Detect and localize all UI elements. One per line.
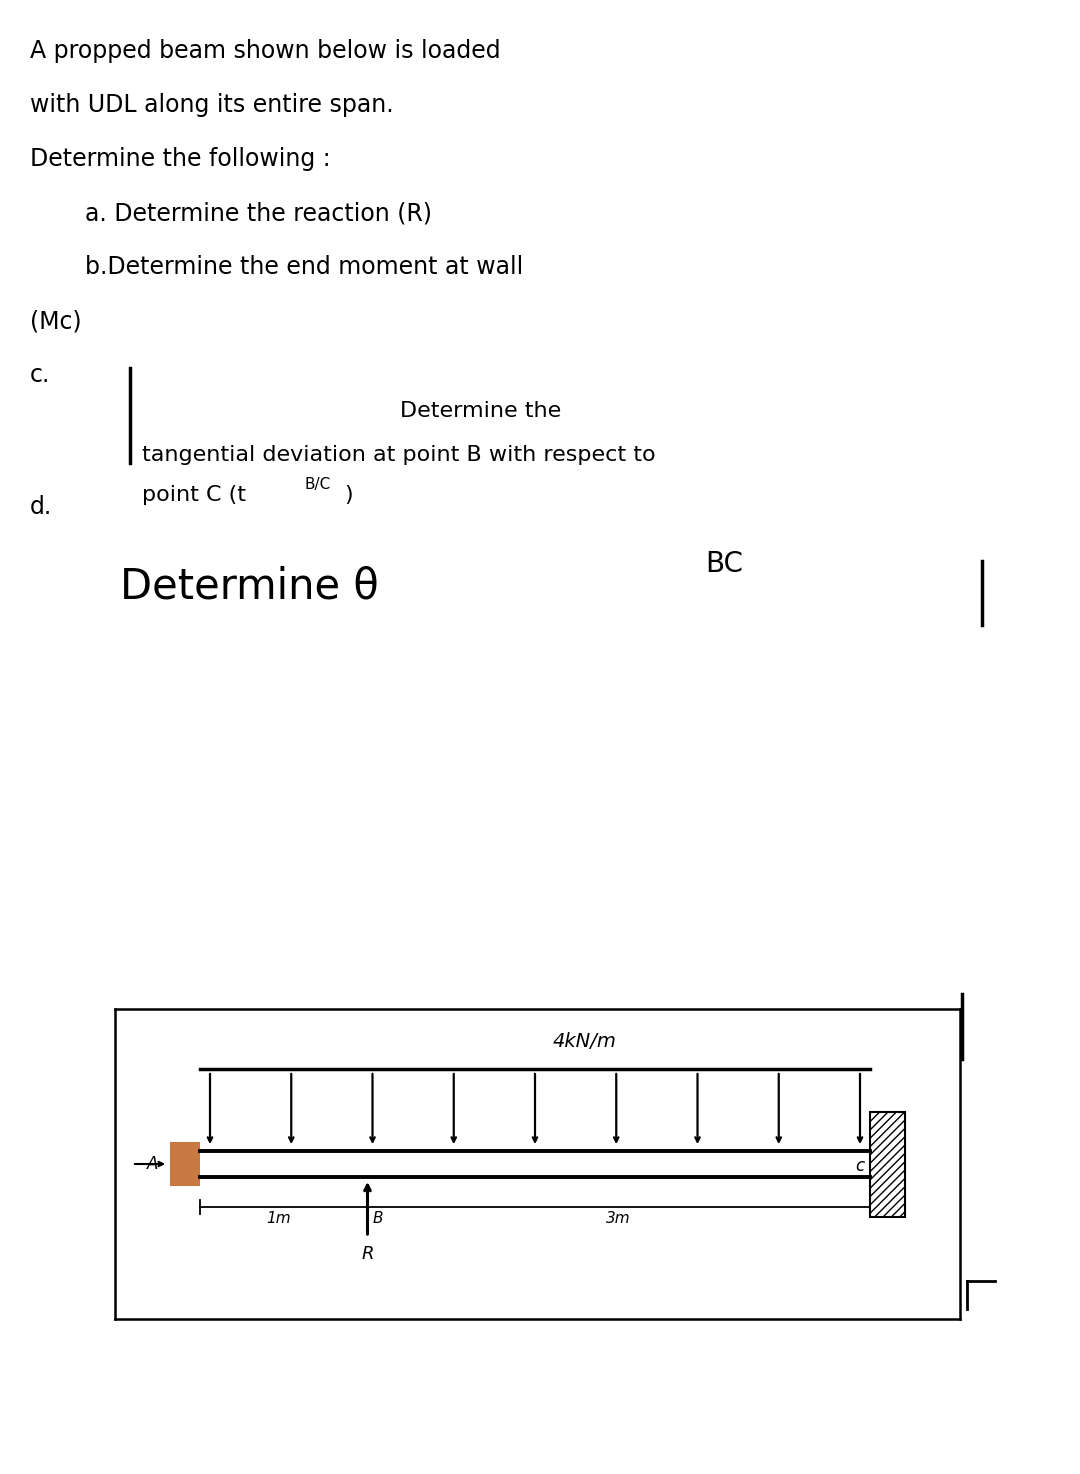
Text: with UDL along its entire span.: with UDL along its entire span.: [30, 93, 393, 116]
Text: d.: d.: [30, 495, 52, 519]
Text: point C (t: point C (t: [141, 485, 246, 506]
Text: Determine the following :: Determine the following :: [30, 147, 330, 171]
Text: Determine the: Determine the: [400, 401, 562, 422]
Text: A propped beam shown below is loaded: A propped beam shown below is loaded: [30, 38, 501, 63]
Text: a. Determine the reaction (R): a. Determine the reaction (R): [85, 200, 432, 226]
Text: 4kN/m: 4kN/m: [553, 1032, 617, 1051]
Text: 3m: 3m: [607, 1212, 631, 1226]
Text: 1m: 1m: [267, 1212, 292, 1226]
Text: Determine θ: Determine θ: [120, 566, 379, 607]
Text: ): ): [345, 485, 353, 506]
Text: c: c: [855, 1157, 864, 1175]
Text: A: A: [147, 1156, 158, 1173]
Text: c.: c.: [30, 363, 51, 388]
Text: BC: BC: [705, 550, 743, 578]
Text: R: R: [361, 1246, 374, 1263]
Text: B/C: B/C: [303, 478, 330, 492]
Bar: [170, 1142, 200, 1187]
Text: (Mc): (Mc): [30, 310, 82, 333]
Text: tangential deviation at point B with respect to: tangential deviation at point B with res…: [141, 445, 656, 464]
Bar: [870, 1111, 905, 1216]
Text: b.Determine the end moment at wall: b.Determine the end moment at wall: [85, 255, 523, 279]
Text: B: B: [373, 1212, 383, 1226]
